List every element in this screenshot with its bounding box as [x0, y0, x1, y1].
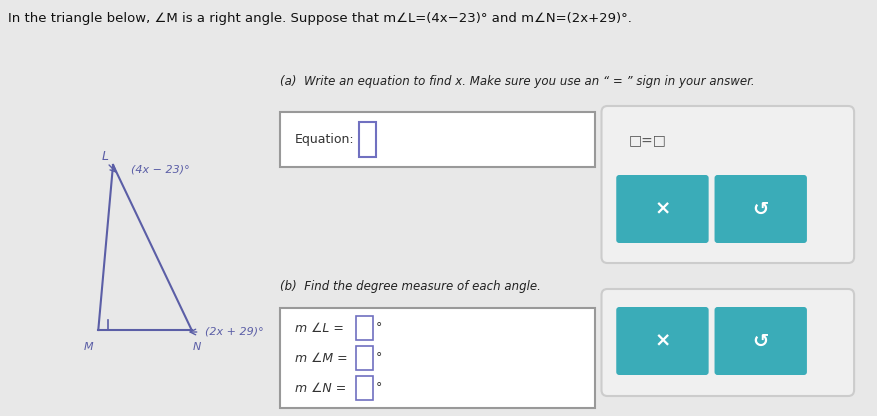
FancyBboxPatch shape [616, 175, 708, 243]
Text: m ∠N =: m ∠N = [295, 381, 350, 394]
Text: m ∠M =: m ∠M = [295, 352, 351, 364]
Text: Equation:: Equation: [295, 134, 354, 146]
FancyBboxPatch shape [355, 376, 373, 400]
FancyBboxPatch shape [601, 106, 853, 263]
Text: ↺: ↺ [752, 200, 768, 218]
Text: °: ° [375, 352, 381, 364]
Text: □=□: □=□ [628, 133, 667, 147]
FancyBboxPatch shape [355, 346, 373, 370]
FancyBboxPatch shape [601, 289, 853, 396]
Text: N: N [192, 342, 201, 352]
Text: ×: × [653, 332, 670, 351]
FancyBboxPatch shape [280, 308, 594, 408]
Text: In the triangle below, ∠M is a right angle. Suppose that m∠L=(4x−23)° and m∠N=(2: In the triangle below, ∠M is a right ang… [8, 12, 631, 25]
Text: (b)  Find the degree measure of each angle.: (b) Find the degree measure of each angl… [280, 280, 540, 293]
Text: m ∠L =: m ∠L = [295, 322, 347, 334]
FancyBboxPatch shape [280, 112, 594, 167]
Text: (2x + 29)°: (2x + 29)° [205, 327, 264, 337]
Text: L: L [102, 151, 109, 163]
FancyBboxPatch shape [714, 175, 806, 243]
FancyBboxPatch shape [355, 316, 373, 340]
FancyBboxPatch shape [616, 307, 708, 375]
FancyBboxPatch shape [359, 122, 376, 157]
Text: M: M [83, 342, 93, 352]
Text: °: ° [375, 322, 381, 334]
Text: °: ° [375, 381, 381, 394]
Text: (a)  Write an equation to find x. Make sure you use an “ = ” sign in your answer: (a) Write an equation to find x. Make su… [280, 75, 754, 88]
FancyBboxPatch shape [714, 307, 806, 375]
Text: (4x − 23)°: (4x − 23)° [131, 164, 189, 174]
Text: ×: × [653, 200, 670, 218]
Text: ↺: ↺ [752, 332, 768, 351]
